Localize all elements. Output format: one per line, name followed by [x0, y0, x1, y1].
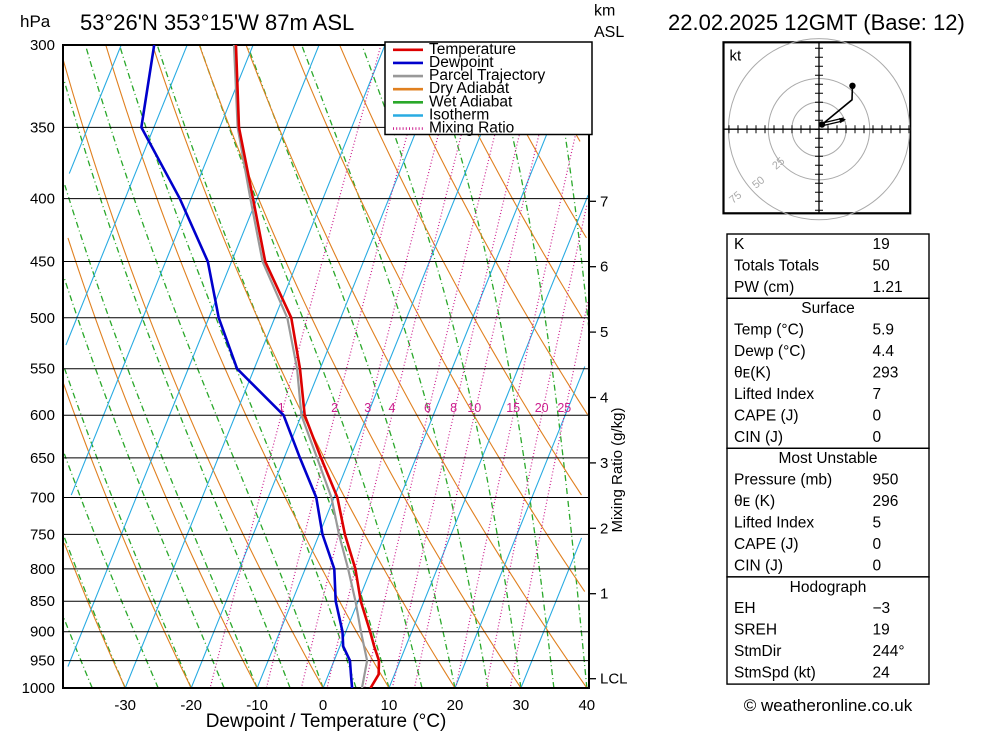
svg-text:Temp (°C): Temp (°C)	[734, 322, 804, 339]
svg-text:7: 7	[873, 386, 882, 403]
svg-text:kt: kt	[730, 47, 743, 64]
svg-text:6: 6	[600, 259, 608, 276]
svg-text:800: 800	[30, 561, 55, 578]
svg-text:Pressure (mb): Pressure (mb)	[734, 472, 832, 489]
svg-text:3: 3	[364, 401, 371, 415]
svg-text:2: 2	[331, 401, 338, 415]
svg-text:30: 30	[513, 697, 530, 714]
svg-text:296: 296	[873, 493, 899, 510]
svg-text:1000: 1000	[22, 680, 55, 697]
svg-text:0: 0	[873, 557, 882, 574]
svg-text:0: 0	[873, 536, 882, 553]
svg-text:θᴇ (K): θᴇ (K)	[734, 493, 775, 510]
svg-text:19: 19	[873, 622, 890, 639]
svg-text:Hodograph: Hodograph	[790, 579, 867, 596]
svg-text:300: 300	[30, 37, 55, 54]
svg-text:0: 0	[873, 429, 882, 446]
svg-text:EH: EH	[734, 600, 756, 617]
svg-text:750: 750	[30, 526, 55, 543]
svg-text:2: 2	[600, 520, 608, 537]
svg-text:© weatheronline.co.uk: © weatheronline.co.uk	[744, 696, 913, 715]
svg-text:850: 850	[30, 593, 55, 610]
svg-text:StmSpd (kt): StmSpd (kt)	[734, 665, 816, 682]
svg-text:4.4: 4.4	[873, 343, 895, 360]
svg-text:6: 6	[424, 401, 431, 415]
svg-text:km: km	[594, 3, 615, 20]
svg-text:293: 293	[873, 365, 899, 382]
svg-text:5.9: 5.9	[873, 322, 895, 339]
svg-text:Lifted Index: Lifted Index	[734, 515, 814, 532]
svg-text:1: 1	[600, 586, 608, 603]
svg-text:Surface: Surface	[801, 300, 854, 317]
svg-text:ASL: ASL	[594, 24, 624, 41]
svg-text:hPa: hPa	[20, 12, 51, 31]
svg-text:22.02.2025 12GMT (Base: 12): 22.02.2025 12GMT (Base: 12)	[668, 10, 965, 35]
svg-text:Dewp (°C): Dewp (°C)	[734, 343, 806, 360]
svg-text:550: 550	[30, 361, 55, 378]
svg-text:-20: -20	[180, 697, 202, 714]
svg-text:CAPE (J): CAPE (J)	[734, 407, 799, 424]
svg-text:400: 400	[30, 191, 55, 208]
svg-text:LCL: LCL	[600, 671, 628, 688]
svg-text:−3: −3	[873, 600, 891, 617]
svg-text:5: 5	[600, 324, 608, 341]
svg-text:Lifted Index: Lifted Index	[734, 386, 814, 403]
svg-text:4: 4	[389, 401, 396, 415]
svg-text:StmDir: StmDir	[734, 643, 781, 660]
svg-text:950: 950	[30, 653, 55, 670]
svg-text:1.21: 1.21	[873, 279, 903, 296]
svg-text:20: 20	[535, 401, 549, 415]
svg-text:20: 20	[447, 697, 464, 714]
svg-text:Dewpoint / Temperature (°C): Dewpoint / Temperature (°C)	[206, 711, 447, 732]
svg-text:900: 900	[30, 624, 55, 641]
svg-text:600: 600	[30, 407, 55, 424]
svg-text:CIN (J): CIN (J)	[734, 557, 783, 574]
svg-text:CIN (J): CIN (J)	[734, 429, 783, 446]
svg-text:0: 0	[873, 407, 882, 424]
svg-text:10: 10	[467, 401, 481, 415]
svg-text:CAPE (J): CAPE (J)	[734, 536, 799, 553]
svg-text:4: 4	[600, 390, 608, 407]
svg-text:Mixing Ratio (g/kg): Mixing Ratio (g/kg)	[609, 407, 626, 532]
svg-text:-30: -30	[114, 697, 136, 714]
svg-text:3: 3	[600, 455, 608, 472]
svg-text:θᴇ(K): θᴇ(K)	[734, 365, 771, 382]
svg-text:Mixing Ratio: Mixing Ratio	[429, 120, 514, 137]
svg-text:PW (cm): PW (cm)	[734, 279, 794, 296]
svg-text:53°26'N 353°15'W 87m ASL: 53°26'N 353°15'W 87m ASL	[80, 10, 354, 35]
svg-text:700: 700	[30, 490, 55, 507]
svg-text:Totals Totals: Totals Totals	[734, 257, 819, 274]
svg-text:450: 450	[30, 254, 55, 271]
svg-text:24: 24	[873, 665, 891, 682]
svg-text:8: 8	[450, 401, 457, 415]
svg-text:15: 15	[506, 401, 520, 415]
svg-text:950: 950	[873, 472, 899, 489]
svg-text:50: 50	[873, 257, 891, 274]
svg-text:500: 500	[30, 310, 55, 327]
svg-text:K: K	[734, 236, 745, 253]
svg-text:25: 25	[557, 401, 571, 415]
svg-text:650: 650	[30, 450, 55, 467]
svg-text:244°: 244°	[873, 643, 905, 660]
svg-text:Most Unstable: Most Unstable	[778, 450, 877, 467]
svg-text:19: 19	[873, 236, 890, 253]
svg-text:40: 40	[578, 697, 595, 714]
svg-text:5: 5	[873, 515, 882, 532]
svg-text:350: 350	[30, 119, 55, 136]
svg-text:SREH: SREH	[734, 622, 777, 639]
svg-text:7: 7	[600, 193, 608, 210]
